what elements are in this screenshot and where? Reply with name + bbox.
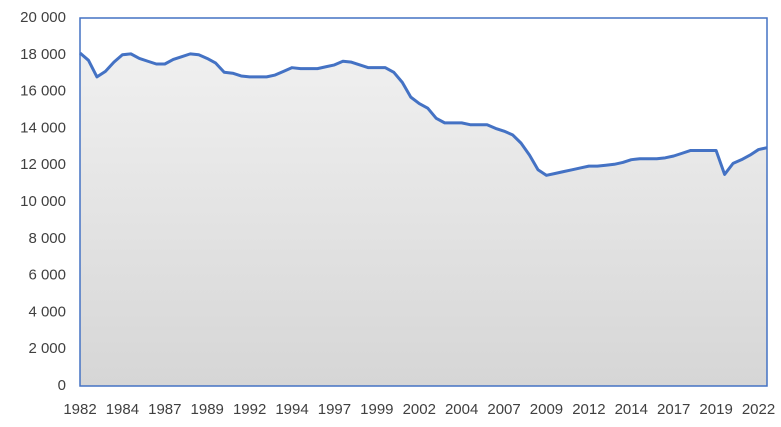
y-tick-label: 8 000 xyxy=(28,230,66,247)
x-tick-label: 1987 xyxy=(148,401,181,418)
x-tick-label: 2007 xyxy=(487,401,520,418)
x-tick-label: 2017 xyxy=(657,401,690,418)
y-tick-label: 0 xyxy=(58,377,66,394)
y-tick-label: 2 000 xyxy=(28,340,66,357)
x-tick-label: 2012 xyxy=(572,401,605,418)
x-tick-label: 1989 xyxy=(191,401,224,418)
plot-frame xyxy=(79,17,768,387)
y-tick-label: 4 000 xyxy=(28,303,66,320)
y-tick-label: 6 000 xyxy=(28,267,66,284)
y-tick-label: 14 000 xyxy=(20,119,66,136)
x-tick-label: 1992 xyxy=(233,401,266,418)
y-tick-label: 18 000 xyxy=(20,46,66,63)
x-tick-label: 1997 xyxy=(318,401,351,418)
x-tick-label: 2002 xyxy=(403,401,436,418)
x-tick-label: 1984 xyxy=(106,401,139,418)
y-tick-label: 20 000 xyxy=(20,9,66,26)
x-tick-label: 2019 xyxy=(699,401,732,418)
x-tick-label: 2014 xyxy=(615,401,648,418)
area-fill xyxy=(80,52,767,387)
y-tick-label: 10 000 xyxy=(20,193,66,210)
series-line xyxy=(79,51,768,177)
x-tick-label: 1999 xyxy=(360,401,393,418)
y-tick-label: 12 000 xyxy=(20,156,66,173)
x-tick-label: 1982 xyxy=(63,401,96,418)
y-tick-label: 16 000 xyxy=(20,83,66,100)
x-tick-label: 2009 xyxy=(530,401,563,418)
x-tick-label: 2004 xyxy=(445,401,478,418)
x-tick-label: 1994 xyxy=(275,401,308,418)
x-tick-label: 2022 xyxy=(742,401,775,418)
